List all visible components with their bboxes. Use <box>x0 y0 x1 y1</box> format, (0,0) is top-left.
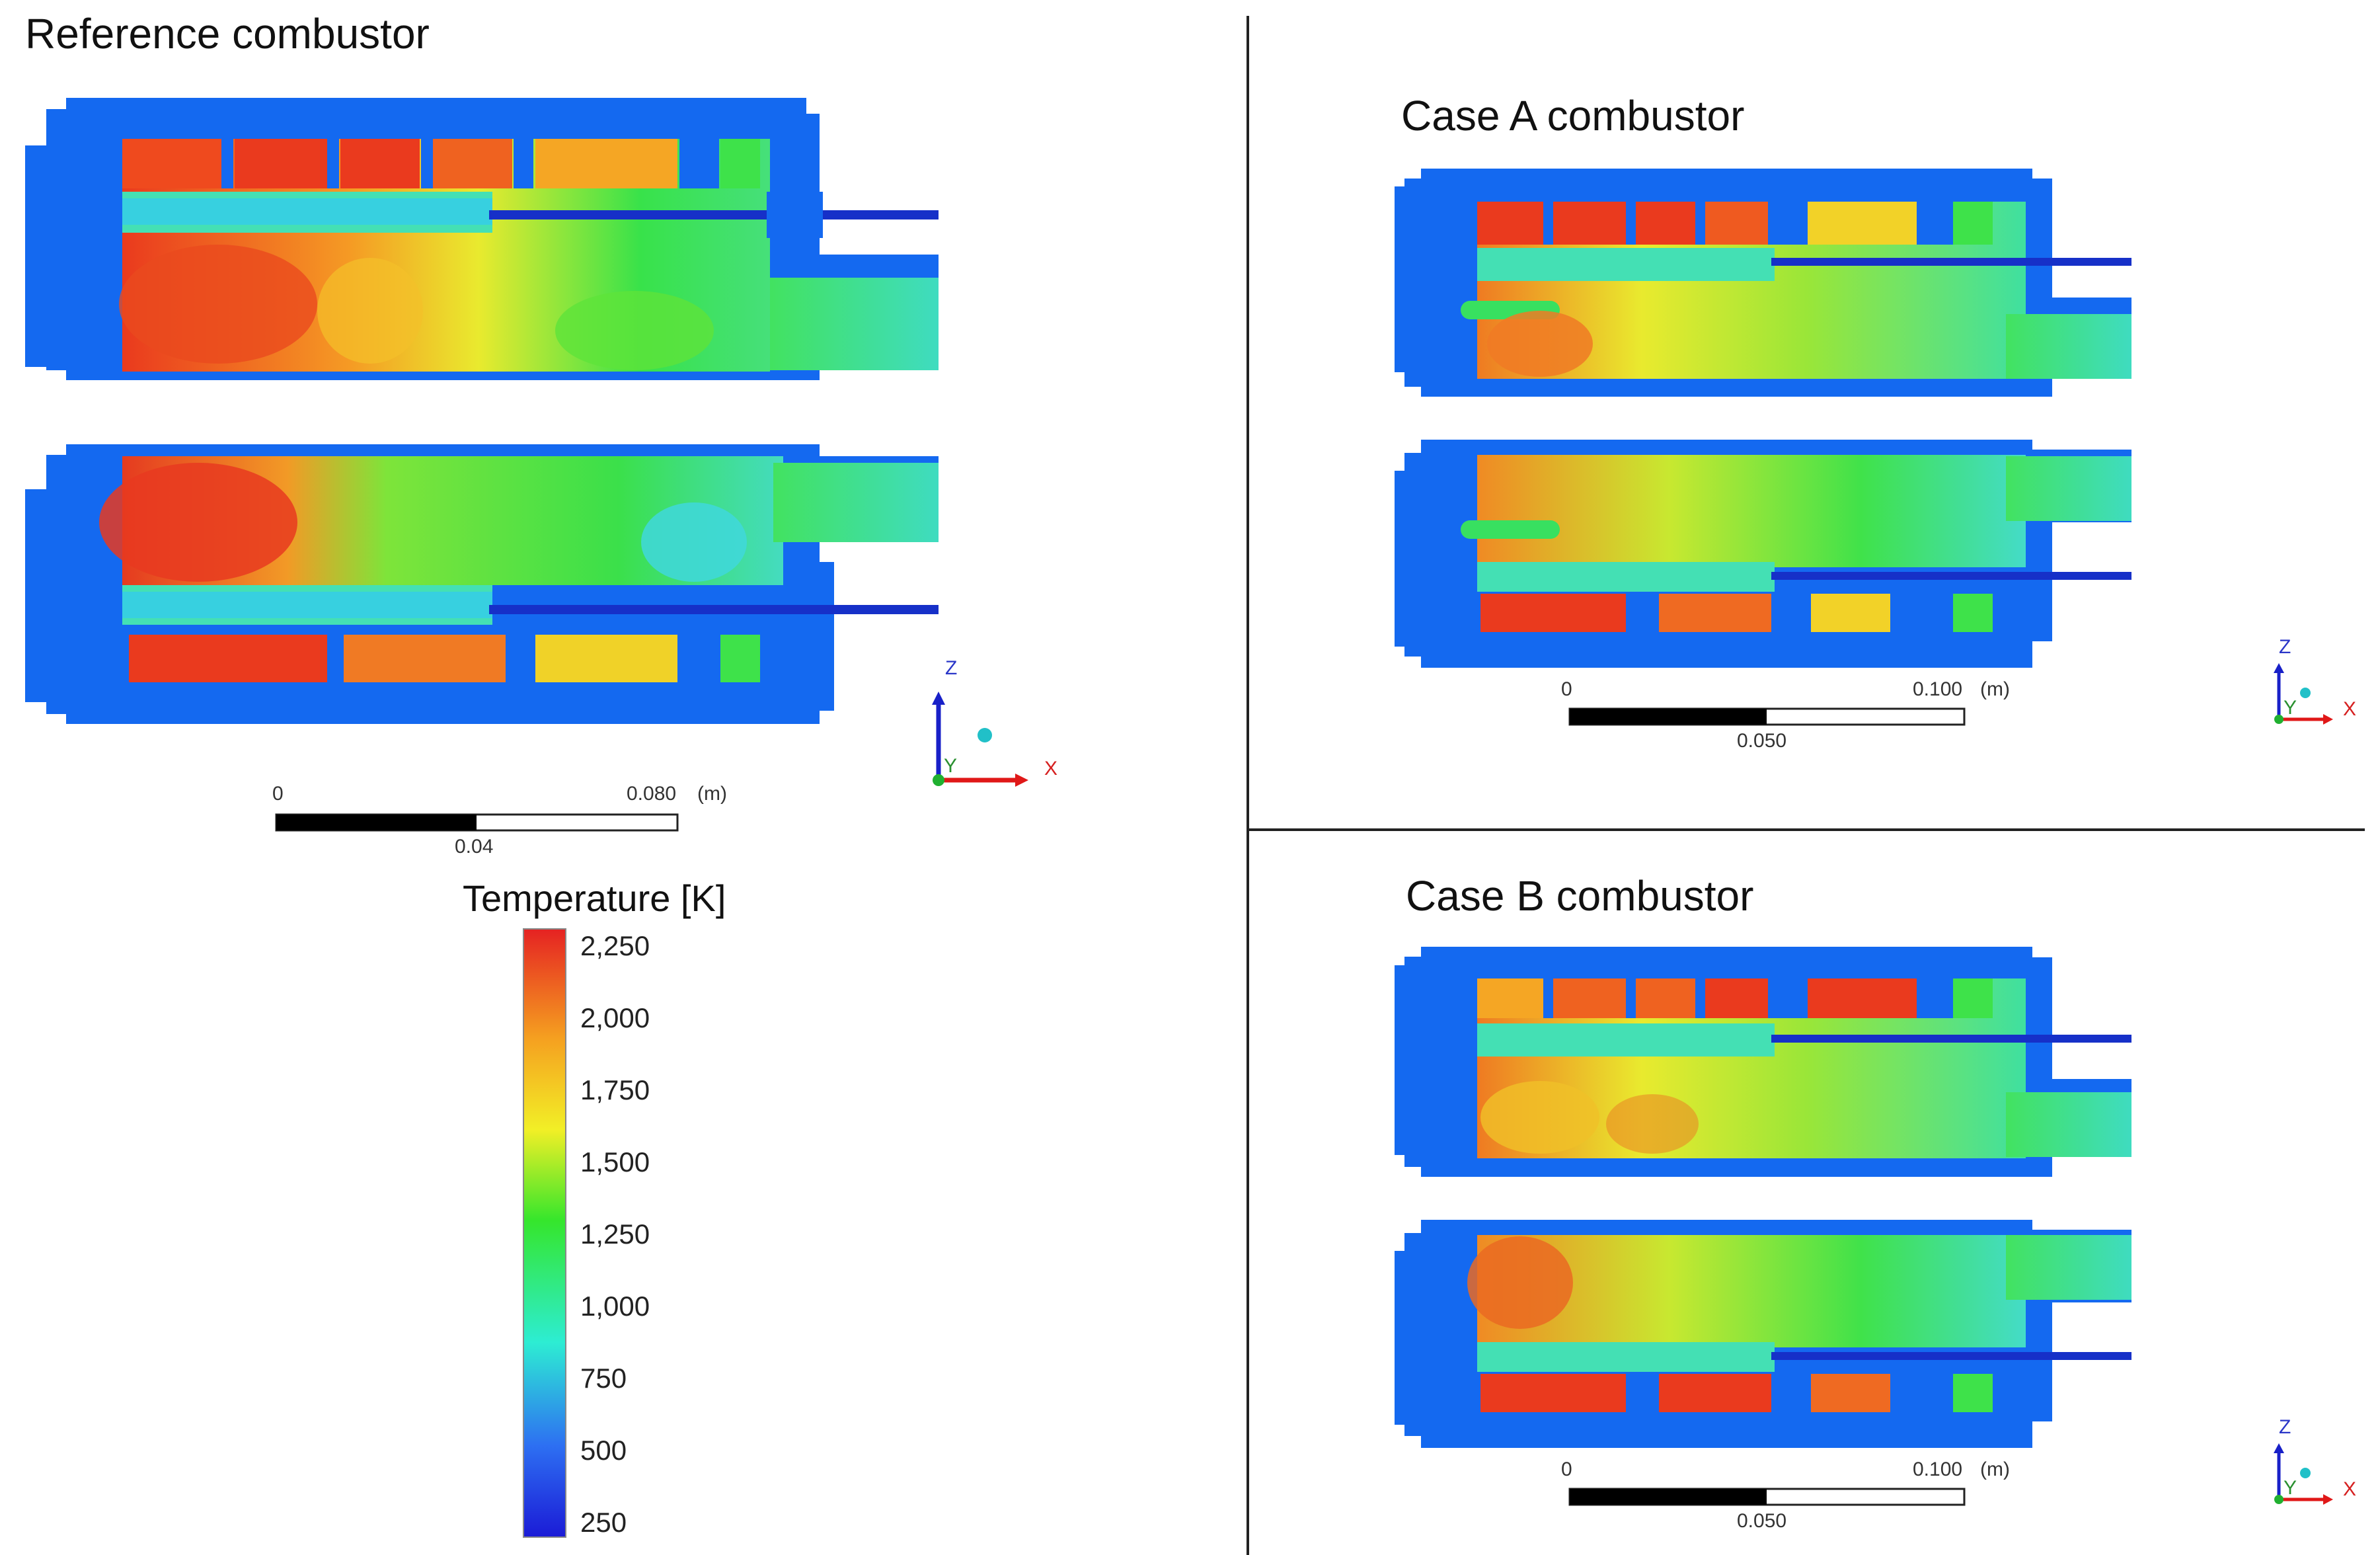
reference-scale-bar: 0 0.080 (m) 0.04 <box>272 783 727 857</box>
case-b-combustor-bottom <box>1395 1220 2131 1448</box>
legend-tick-250: 250 <box>580 1507 627 1538</box>
legend-tick-2250: 2,250 <box>580 930 650 961</box>
reference-scale-start: 0 <box>272 783 284 805</box>
case-a-combustor-bottom <box>1395 440 2131 668</box>
case-a-scale-end: 0.100 <box>1913 678 1962 700</box>
case-b-axes-triad: Z X Y <box>2274 1416 2356 1505</box>
case-b-combustor-top <box>1395 947 2131 1177</box>
case-a-scale-mid: 0.050 <box>1737 730 1786 752</box>
case-b-scale-unit: (m) <box>1980 1458 2010 1480</box>
legend-tick-500: 500 <box>580 1435 627 1466</box>
legend-title: Temperature [K] <box>463 877 726 919</box>
case-a-combustor-top <box>1395 169 2131 397</box>
case-a-panel-title: Case A combustor <box>1401 92 1745 140</box>
case-b-x-label: X <box>2343 1478 2356 1500</box>
case-b-scale-start: 0 <box>1561 1458 1572 1480</box>
case-b-scale-mid: 0.050 <box>1737 1510 1786 1532</box>
reference-scale-mid: 0.04 <box>455 836 493 857</box>
reference-scale-unit: (m) <box>697 783 727 805</box>
case-a-scale-start: 0 <box>1561 678 1572 700</box>
reference-combustor-bottom <box>25 444 939 724</box>
case-b-scale-end: 0.100 <box>1913 1458 1962 1480</box>
case-a-y-label: Y <box>2284 697 2297 719</box>
vertical-divider <box>1247 16 1249 1555</box>
legend-tick-1500: 1,500 <box>580 1146 650 1177</box>
case-b-y-label: Y <box>2284 1477 2297 1499</box>
case-a-x-label: X <box>2343 698 2356 720</box>
case-a-z-label: Z <box>2279 636 2291 658</box>
reference-panel-title: Reference combustor <box>25 10 430 58</box>
legend-tick-2000: 2,000 <box>580 1002 650 1033</box>
legend-tick-1750: 1,750 <box>580 1074 650 1105</box>
horizontal-divider <box>1248 828 2365 831</box>
case-b-panel-title: Case B combustor <box>1406 872 1754 920</box>
case-a-axes-triad: Z X Y <box>2274 636 2356 725</box>
legend-tick-750: 750 <box>580 1363 627 1394</box>
case-b-scale-bar: 0 0.100 (m) 0.050 <box>1561 1458 2010 1532</box>
legend-tick-1250: 1,250 <box>580 1218 650 1250</box>
case-a-scale-bar: 0 0.100 (m) 0.050 <box>1561 678 2010 752</box>
case-b-z-label: Z <box>2279 1416 2291 1438</box>
reference-axes-triad: Z X Y <box>932 657 1057 787</box>
reference-z-label: Z <box>945 657 957 679</box>
reference-y-label: Y <box>944 755 957 777</box>
case-a-scale-unit: (m) <box>1980 678 2010 700</box>
legend-tick-1000: 1,000 <box>580 1291 650 1322</box>
temperature-legend: Temperature [K] 2,250 2,000 1,750 1,500 … <box>463 877 726 1538</box>
reference-combustor-top <box>25 98 939 380</box>
reference-x-label: X <box>1044 758 1057 779</box>
reference-scale-end: 0.080 <box>627 783 676 805</box>
